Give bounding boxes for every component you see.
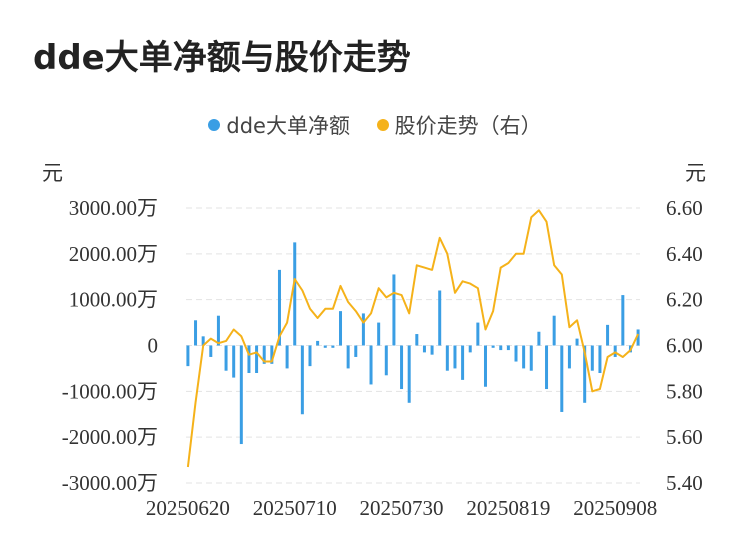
left-axis-tick-label: 0 xyxy=(148,334,159,358)
dde-bar xyxy=(438,290,442,346)
dde-bar xyxy=(392,274,396,346)
dde-bar xyxy=(369,345,373,385)
dde-bar xyxy=(583,345,587,403)
dde-bar xyxy=(445,345,449,371)
left-axis-unit: 元 xyxy=(42,161,63,185)
dde-bar xyxy=(514,345,518,362)
right-axis-tick-label: 6.40 xyxy=(666,242,703,266)
dde-bar xyxy=(491,345,495,348)
legend-item-price[interactable]: 股价走势（右） xyxy=(376,110,542,140)
x-axis-tick-label: 20250710 xyxy=(253,496,337,520)
x-axis-tick-label: 20250620 xyxy=(146,496,230,520)
dde-bar xyxy=(636,329,640,346)
dde-bar xyxy=(186,345,190,367)
dde-bar xyxy=(323,345,327,348)
dde-bar xyxy=(316,340,320,346)
left-axis-tick-label: -1000.00万 xyxy=(62,379,158,403)
dde-bar xyxy=(262,345,266,364)
dde-bar xyxy=(590,345,594,371)
dde-bar xyxy=(499,345,503,351)
price-line xyxy=(186,209,640,468)
dde-bar xyxy=(194,320,198,346)
dde-bar xyxy=(476,322,480,346)
left-axis-tick-label: -2000.00万 xyxy=(62,425,158,449)
right-axis-tick-label: 6.00 xyxy=(666,334,703,358)
dde-bar xyxy=(339,311,343,346)
right-axis-tick-label: 5.40 xyxy=(666,471,703,495)
dde-bar xyxy=(232,345,236,378)
dde-bar xyxy=(201,336,205,346)
left-axis-tick-label: -3000.00万 xyxy=(62,471,158,495)
dde-bar xyxy=(621,295,625,346)
dde-bar xyxy=(522,345,526,369)
dde-bar xyxy=(453,345,457,369)
dde-bar xyxy=(407,345,411,403)
chart-legend: dde大单净额 股价走势（右） xyxy=(0,110,750,140)
left-axis-tick-label: 2000.00万 xyxy=(69,242,158,266)
dde-bar xyxy=(270,345,274,364)
dde-bar xyxy=(285,345,289,369)
dde-bar xyxy=(598,345,602,373)
dde-bar xyxy=(255,345,259,373)
legend-marker-price xyxy=(376,119,389,131)
dde-bar xyxy=(300,345,304,415)
dde-bar xyxy=(308,345,312,367)
right-axis-tick-label: 5.80 xyxy=(666,379,703,403)
dde-bar xyxy=(430,345,434,355)
dde-bar xyxy=(545,345,549,390)
dde-bar xyxy=(354,345,358,357)
dde-bar xyxy=(346,345,350,369)
dde-bar xyxy=(209,345,213,357)
right-axis-tick-label: 6.20 xyxy=(666,288,703,312)
legend-marker-dde xyxy=(208,119,221,131)
right-axis-unit: 元 xyxy=(685,161,706,185)
x-axis-tick-label: 20250908 xyxy=(573,496,657,520)
dde-bar xyxy=(239,345,243,445)
right-axis-tick-label: 6.60 xyxy=(666,196,703,220)
dde-bar xyxy=(400,345,404,390)
dde-bar xyxy=(331,345,335,348)
dde-bar xyxy=(461,345,465,380)
left-axis-tick-label: 1000.00万 xyxy=(69,288,158,312)
dde-bar xyxy=(529,345,533,371)
x-axis-tick-label: 20250730 xyxy=(360,496,444,520)
dde-bar xyxy=(575,338,579,346)
legend-label-dde: dde大单净额 xyxy=(226,114,350,138)
dde-bar xyxy=(361,313,365,346)
dde-bar xyxy=(537,331,541,346)
dde-bar xyxy=(422,345,426,353)
dde-bar xyxy=(277,269,281,346)
dde-bar xyxy=(415,334,419,346)
legend-label-price: 股价走势（右） xyxy=(394,114,542,138)
dde-bar xyxy=(567,345,571,369)
legend-item-dde[interactable]: dde大单净额 xyxy=(208,110,350,140)
chart-title: dde大单净额与股价走势 xyxy=(33,38,411,78)
dde-bar xyxy=(384,345,388,376)
dde-bar xyxy=(224,345,228,371)
dde-bar xyxy=(293,242,297,346)
dde-bar xyxy=(377,322,381,346)
dde-bar xyxy=(606,324,610,346)
dde-bar xyxy=(483,345,487,387)
dde-bar xyxy=(247,345,251,373)
dde-bar xyxy=(216,315,220,346)
dde-bar xyxy=(613,345,617,357)
dde-bar xyxy=(560,345,564,412)
dde-bar xyxy=(552,315,556,346)
dde-bar xyxy=(506,345,510,351)
dde-bar xyxy=(468,345,472,353)
right-axis-tick-label: 5.60 xyxy=(666,425,703,449)
x-axis-tick-label: 20250819 xyxy=(466,496,550,520)
left-axis-tick-label: 3000.00万 xyxy=(69,196,158,220)
